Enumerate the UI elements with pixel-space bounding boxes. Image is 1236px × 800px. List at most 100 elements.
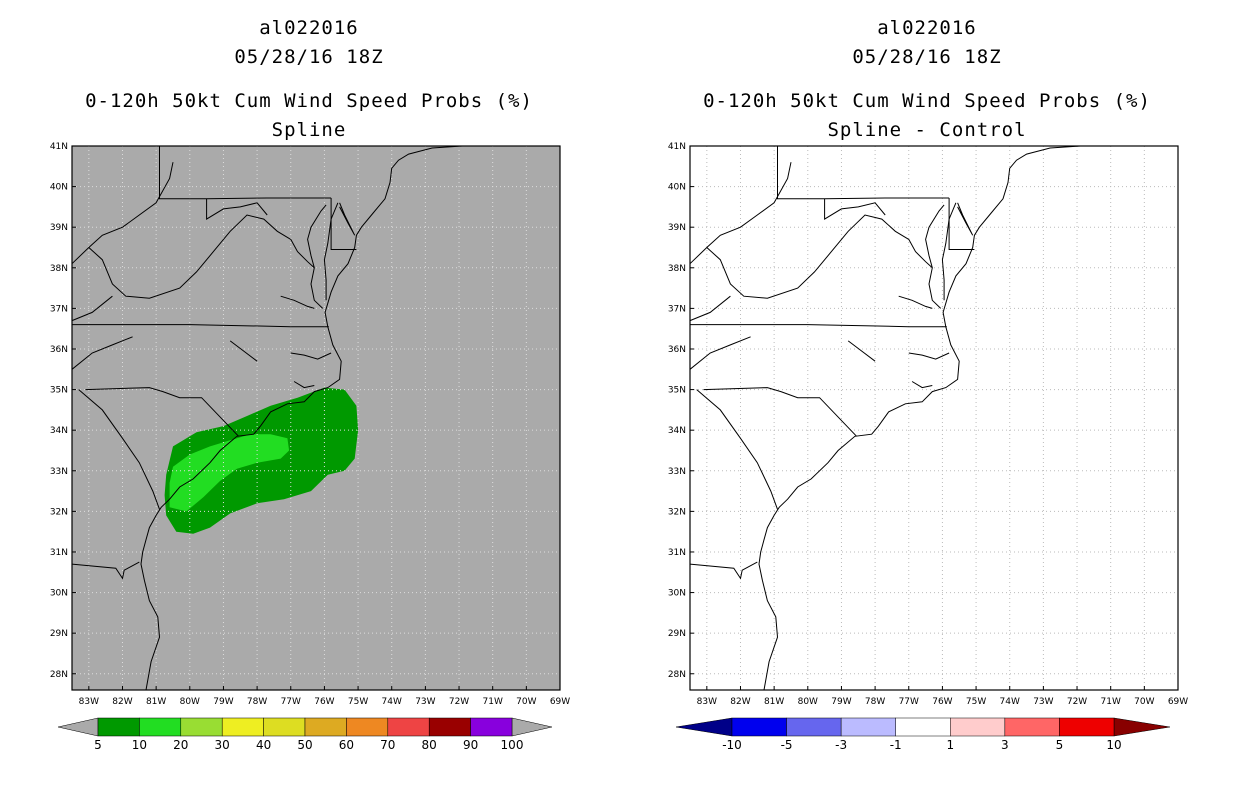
lon-label: 81W (764, 697, 784, 707)
lon-label: 83W (79, 697, 99, 707)
lon-label: 78W (247, 697, 267, 707)
map-frame (689, 145, 1179, 691)
colorbar-label: 10 (1106, 738, 1121, 752)
lon-label: 72W (1067, 697, 1087, 707)
lat-label: 32N (50, 507, 68, 517)
state-border (330, 198, 357, 250)
colorbar-swatch (346, 717, 389, 737)
state-border (71, 336, 133, 370)
storm-id: al022016 (259, 17, 359, 39)
state-border (71, 162, 174, 265)
lat-label: 28N (668, 670, 686, 680)
lat-label: 37N (50, 304, 68, 314)
colorbar-label: 50 (297, 738, 312, 752)
state-border (71, 295, 113, 322)
lon-label: 71W (483, 697, 503, 707)
state-border (689, 295, 731, 322)
lat-label: 32N (668, 507, 686, 517)
delaware-bay (957, 202, 974, 236)
lat-label: 35N (668, 386, 686, 396)
colorbar-swatch (97, 717, 140, 737)
colorbar-swatch (221, 717, 264, 737)
colorbar-swatch (731, 717, 787, 737)
lon-label: 72W (449, 697, 469, 707)
colorbar-label: 10 (132, 738, 147, 752)
river (911, 381, 933, 389)
colorbar-label: -1 (890, 738, 902, 752)
lon-label: 82W (730, 697, 750, 707)
lat-label: 36N (50, 345, 68, 355)
forecast-time: 05/28/16 18Z (234, 46, 384, 68)
state-border (85, 387, 239, 437)
colorbar-label: 1 (946, 738, 954, 752)
lat-label: 41N (50, 142, 68, 152)
colorbar-label: 60 (339, 738, 354, 752)
lon-label: 76W (932, 697, 952, 707)
lon-label: 80W (798, 697, 818, 707)
lat-label: 30N (668, 589, 686, 599)
lon-label: 75W (348, 697, 368, 707)
colorbar-left-arrow (57, 717, 99, 737)
colorbar-swatch (180, 717, 223, 737)
state-border (689, 561, 758, 580)
river (847, 340, 876, 362)
lon-label: 81W (146, 697, 166, 707)
coastline (758, 145, 1081, 691)
colorbar-label: 20 (173, 738, 188, 752)
state-border (78, 389, 160, 510)
colorbar-swatch (1059, 717, 1115, 737)
lon-label: 73W (1033, 697, 1053, 707)
lon-label: 78W (865, 697, 885, 707)
forecast-time: 05/28/16 18Z (852, 46, 1002, 68)
right-panel: al022016 05/28/16 18Z 0-120h 50kt Cum Wi… (618, 0, 1236, 800)
colorbar-label: -3 (835, 738, 847, 752)
lat-label: 40N (50, 183, 68, 193)
colorbar-swatch (1004, 717, 1060, 737)
colorbar-label: 90 (463, 738, 478, 752)
colorbar-left-arrow (675, 717, 733, 737)
lon-label: 83W (697, 697, 717, 707)
river (290, 352, 332, 360)
eastern-shore (323, 202, 339, 301)
colorbar-swatch (840, 717, 896, 737)
colorbar-label: 40 (256, 738, 271, 752)
left-panel: al022016 05/28/16 18Z 0-120h 50kt Cum Wi… (50, 17, 570, 752)
colorbar-label: 5 (94, 738, 102, 752)
colorbar-label: 30 (215, 738, 230, 752)
map-frame (71, 145, 561, 691)
product-title: 0-120h 50kt Cum Wind Speed Probs (%) (703, 90, 1151, 112)
lon-label: 77W (281, 697, 301, 707)
lon-label: 73W (415, 697, 435, 707)
colorbar-label: -5 (781, 738, 793, 752)
method-title: Spline (271, 119, 347, 141)
river (908, 352, 950, 360)
colorbar-swatch (895, 717, 951, 737)
lat-label: 33N (50, 467, 68, 477)
lon-label: 71W (1101, 697, 1121, 707)
lat-label: 33N (668, 467, 686, 477)
river (229, 340, 258, 362)
colorbar-label: 3 (1001, 738, 1009, 752)
colorbar-label: 100 (501, 738, 524, 752)
colorbar-label: -10 (722, 738, 742, 752)
probability-region-10 (169, 434, 290, 512)
state-border (696, 389, 778, 510)
probability-map: 41N 40N 39N 38N 37N 36N 35N 34N 33N 32N 31N 30N 29N 2… (50, 142, 570, 752)
lat-label: 38N (668, 264, 686, 274)
chesapeake-bay (307, 204, 327, 309)
colorbar-label: 70 (380, 738, 395, 752)
lat-label: 37N (668, 304, 686, 314)
lat-label: 34N (50, 426, 68, 436)
state-border (703, 387, 857, 437)
lat-label: 29N (668, 629, 686, 639)
colorbar-right-arrow (1113, 717, 1171, 737)
colorbar-swatch (304, 717, 347, 737)
eastern-shore (941, 202, 957, 301)
colorbar-swatch (470, 717, 513, 737)
colorbar-label: 5 (1056, 738, 1064, 752)
lon-label: 75W (966, 697, 986, 707)
product-title: 0-120h 50kt Cum Wind Speed Probs (%) (85, 90, 533, 112)
chesapeake-bay (925, 204, 945, 309)
state-border (206, 198, 268, 220)
river (290, 239, 315, 269)
